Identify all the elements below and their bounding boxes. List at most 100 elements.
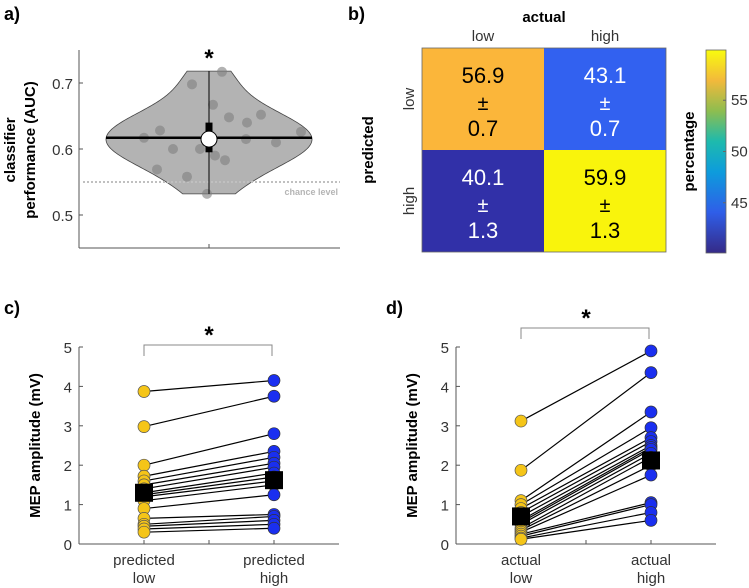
cell-error: 0.7: [590, 116, 621, 141]
pair-line: [520, 452, 652, 525]
y-category-label: high: [401, 187, 418, 215]
x-category-label: actual high: [631, 552, 671, 587]
low-point: [137, 385, 151, 398]
pair-line: [143, 462, 275, 486]
data-point: [241, 134, 251, 145]
pair-line: [520, 456, 652, 529]
pair-line: [520, 448, 652, 523]
y-tick-label: 5: [441, 340, 449, 357]
pair-line: [143, 456, 275, 482]
colorbar-tick-label: 45: [731, 195, 748, 212]
low-point: [137, 458, 151, 472]
cell-pm: ±: [478, 195, 489, 217]
significance-star: *: [581, 305, 591, 332]
panel-label: d): [386, 298, 403, 318]
y-tick-label: 4: [64, 379, 72, 396]
pair-line: [520, 427, 652, 506]
mean-marker: [512, 507, 530, 526]
pair-line: [143, 527, 275, 533]
pair-line: [143, 472, 275, 494]
pair-line: [520, 474, 652, 533]
cell-error: 0.7: [468, 116, 499, 141]
matrix-cell: 40.1 ±1.3: [422, 150, 544, 252]
x-category-label: high: [591, 28, 619, 45]
low-point: [137, 525, 151, 539]
high-point: [267, 488, 281, 502]
x-category-label: predicted low: [113, 552, 175, 587]
x-category-line2: low: [133, 570, 156, 587]
significance-star: *: [204, 45, 214, 72]
pair-line: [143, 484, 275, 502]
x-category-line1: actual: [501, 552, 541, 569]
cell-pm: ±: [600, 93, 611, 115]
cell-value: 40.1: [462, 165, 505, 190]
high-point: [644, 366, 658, 379]
panel-label: c): [4, 298, 20, 318]
mean-marker: [135, 483, 153, 502]
x-category-line2: low: [510, 570, 533, 587]
chance-level-label: chance level: [284, 187, 338, 197]
y-axis-label: MEP amplitude (mV): [27, 373, 44, 518]
data-point: [187, 79, 197, 90]
pair-line: [143, 433, 275, 466]
data-point: [195, 144, 205, 154]
y-axis-title: predicted: [360, 116, 377, 184]
cell-error: 1.3: [590, 218, 621, 243]
y-axis-label-line2: performance (AUC): [22, 81, 39, 219]
cell-fill: [544, 150, 666, 252]
data-point: [224, 112, 234, 123]
high-point: [644, 344, 658, 358]
data-point: [208, 99, 218, 110]
data-point: [271, 137, 281, 148]
data-point: [182, 171, 192, 182]
y-tick-label: 0.5: [52, 208, 73, 225]
panel-label: a): [4, 4, 20, 24]
matrix-cell: 43.1 ±0.7: [544, 48, 666, 150]
y-tick-label: 0: [441, 537, 449, 554]
y-tick-label: 0: [64, 537, 72, 554]
cell-pm: ±: [478, 93, 489, 115]
panel-a: a) 0.5 0.6 0.7 classifier performance (AUC) ch…: [2, 4, 340, 249]
pair-line: [143, 450, 275, 477]
x-category-line2: high: [260, 570, 288, 587]
cell-value: 56.9: [462, 63, 505, 88]
y-tick-label: 0.7: [52, 76, 73, 93]
y-tick-label: 3: [64, 419, 72, 436]
high-point: [644, 468, 658, 482]
pair-line: [143, 519, 275, 527]
mean-marker: [642, 451, 660, 470]
x-category-line1: predicted: [243, 552, 305, 569]
y-tick-label: 3: [441, 419, 449, 436]
y-tick-label: 1: [64, 498, 72, 515]
pair-line: [520, 350, 652, 422]
colorbar-tick-label: 55: [731, 92, 748, 109]
x-category-label: predicted high: [243, 552, 305, 587]
pair-line: [143, 379, 275, 393]
x-axis-title: actual: [522, 9, 565, 26]
pair-line: [143, 494, 275, 510]
x-category-line1: actual: [631, 552, 671, 569]
cell-fill: [422, 48, 544, 150]
data-point: [217, 66, 227, 77]
pair-line: [143, 515, 275, 525]
pair-line: [143, 513, 275, 519]
low-point: [514, 414, 528, 428]
pair-line: [520, 411, 652, 502]
y-tick-label: 4: [441, 379, 449, 396]
data-point: [210, 150, 220, 161]
low-point: [514, 532, 528, 546]
mean-marker: [265, 471, 283, 490]
y-axis-label-line1: classifier: [2, 117, 19, 182]
high-point: [267, 521, 281, 535]
data-point: [155, 125, 165, 136]
pair-line: [520, 437, 652, 510]
data-point: [296, 126, 306, 137]
cell-fill: [544, 48, 666, 150]
y-tick-label: 1: [441, 498, 449, 515]
significance-bracket: [520, 327, 650, 339]
pair-line: [143, 523, 275, 530]
x-category-line2: high: [637, 570, 665, 587]
cell-value: 59.9: [584, 165, 627, 190]
